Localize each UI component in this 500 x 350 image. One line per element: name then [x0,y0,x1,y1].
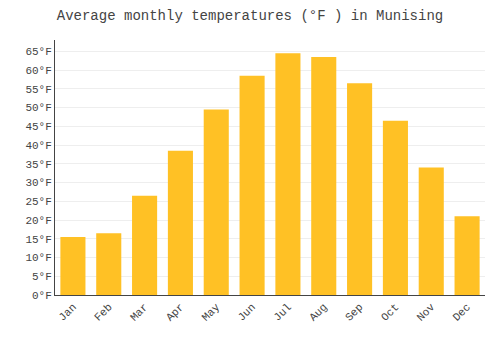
svg-text:55°F: 55°F [25,84,51,96]
svg-text:35°F: 35°F [25,159,51,171]
svg-text:May: May [200,301,223,324]
svg-text:Aug: Aug [307,301,329,323]
svg-text:Apr: Apr [164,301,186,323]
svg-text:5°F: 5°F [32,271,52,283]
svg-text:50°F: 50°F [25,102,51,114]
svg-text:0°F: 0°F [32,290,52,302]
svg-text:65°F: 65°F [25,46,51,58]
svg-text:Mar: Mar [128,301,150,323]
svg-text:Feb: Feb [92,301,114,323]
svg-text:Sep: Sep [343,301,365,323]
svg-text:30°F: 30°F [25,177,51,189]
svg-text:Oct: Oct [379,301,401,323]
svg-text:Average monthly temperatures (: Average monthly temperatures (°F ) in Mu… [57,8,443,24]
svg-text:20°F: 20°F [25,215,51,227]
svg-text:25°F: 25°F [25,196,51,208]
svg-text:40°F: 40°F [25,140,51,152]
svg-text:60°F: 60°F [25,65,51,77]
svg-text:45°F: 45°F [25,121,51,133]
svg-text:15°F: 15°F [25,234,51,246]
svg-text:10°F: 10°F [25,252,51,264]
svg-text:Nov: Nov [415,301,438,324]
svg-text:Jan: Jan [56,301,78,323]
svg-text:Jul: Jul [271,301,293,323]
svg-text:Dec: Dec [451,301,473,323]
svg-text:Jun: Jun [236,301,258,323]
